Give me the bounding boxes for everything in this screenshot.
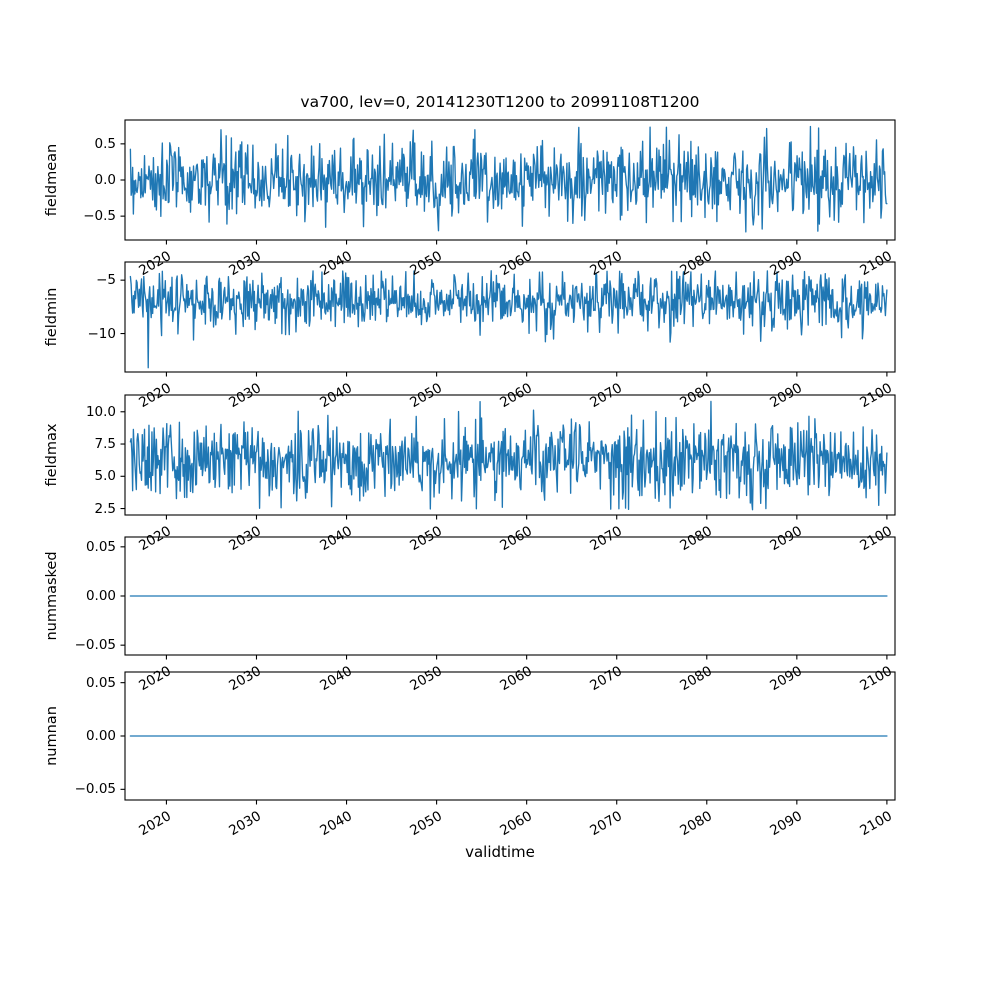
y-tick-label: −10	[87, 325, 117, 342]
y-tick-label: −0.5	[83, 208, 116, 225]
y-tick-label: −5	[96, 272, 116, 289]
axes-spine	[124, 261, 896, 373]
y-tick-label: 5.0	[94, 468, 116, 485]
y-tick-label: 0.05	[85, 538, 116, 555]
y-axis-label-fieldmax: fieldmax	[44, 423, 60, 487]
y-tick-label: 0.00	[85, 728, 116, 744]
data-line-fieldmean	[129, 125, 888, 233]
y-tick-label: 0.00	[85, 588, 116, 604]
y-axis-label-nummasked: nummasked	[44, 551, 60, 641]
y-axis-label-fieldmean: fieldmean	[44, 143, 60, 217]
y-tick-label: 0.5	[94, 135, 116, 152]
y-tick-label: 0.0	[94, 172, 116, 188]
y-tick-label: 7.5	[94, 436, 116, 453]
x-axis-label: validtime	[465, 843, 535, 861]
data-line-fieldmax	[129, 400, 888, 511]
y-axis-label-numnan: numnan	[44, 706, 60, 766]
figure-title: va700, lev=0, 20141230T1200 to 20991108T…	[300, 93, 700, 111]
y-tick-label: 10.0	[85, 403, 116, 420]
y-tick-label: 2.5	[94, 500, 116, 517]
axes-spine	[124, 394, 896, 516]
y-tick-label: −0.05	[74, 637, 116, 654]
y-axis-label-fieldmin: fieldmin	[44, 287, 60, 347]
y-tick-label: 0.05	[85, 674, 116, 691]
data-line-fieldmin	[129, 270, 888, 369]
y-tick-label: −0.05	[74, 781, 116, 798]
